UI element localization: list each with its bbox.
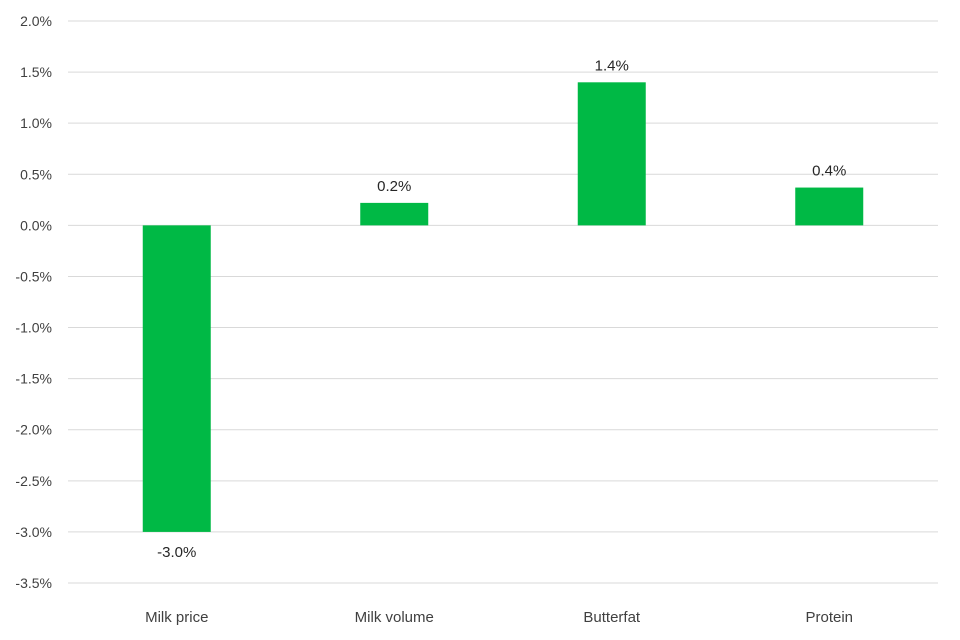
x-axis-category-labels: Milk price Milk volume Butterfat Protein [145, 609, 853, 626]
gridlines [68, 20, 938, 584]
y-tick-label: -2.5% [15, 473, 52, 489]
x-category-label: Protein [805, 609, 853, 626]
y-tick-label: 1.0% [20, 115, 52, 131]
data-label: 1.4% [595, 57, 629, 74]
bars [142, 82, 864, 532]
y-tick-label: 0.5% [20, 166, 52, 182]
y-tick-label: -2.0% [15, 422, 52, 438]
x-category-label: Butterfat [583, 609, 641, 626]
bar [360, 202, 429, 226]
x-category-label: Milk price [145, 609, 208, 626]
data-label: 0.4% [812, 163, 846, 180]
y-tick-label: -0.5% [15, 268, 52, 284]
x-category-label: Milk volume [355, 609, 434, 626]
bar [577, 82, 646, 226]
y-tick-label: 0.0% [20, 217, 52, 233]
y-tick-label: -1.5% [15, 371, 52, 387]
data-label: -3.0% [157, 544, 196, 561]
data-labels: -3.0% 0.2% 1.4% 0.4% [157, 57, 846, 561]
y-tick-label: -3.0% [15, 524, 52, 540]
y-tick-label: 1.5% [20, 64, 52, 80]
data-label: 0.2% [377, 178, 411, 195]
bar [795, 187, 864, 226]
bar [142, 225, 211, 532]
y-axis-tick-labels: 2.0% 1.5% 1.0% 0.5% 0.0% -0.5% -1.0% -1.5% -2.0%… [15, 13, 52, 591]
y-tick-label: 2.0% [20, 13, 52, 29]
y-tick-label: -1.0% [15, 320, 52, 336]
y-tick-label: -3.5% [15, 575, 52, 591]
